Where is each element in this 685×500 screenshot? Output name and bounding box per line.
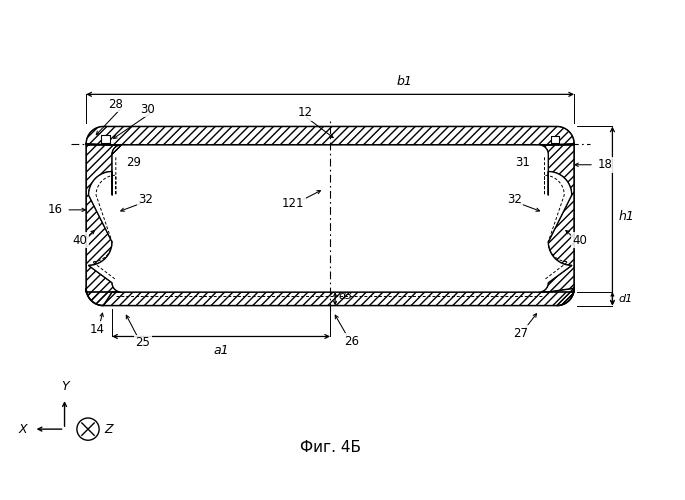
- Text: Фиг. 4Б: Фиг. 4Б: [299, 440, 360, 455]
- Text: 121: 121: [282, 196, 304, 209]
- Text: 14: 14: [90, 322, 105, 336]
- Polygon shape: [86, 288, 574, 306]
- Text: 32: 32: [138, 194, 153, 206]
- Text: Z: Z: [104, 422, 113, 436]
- Text: 27: 27: [513, 327, 528, 340]
- Text: h1: h1: [619, 210, 634, 222]
- Text: 25: 25: [136, 336, 151, 349]
- Polygon shape: [88, 145, 572, 292]
- Text: 16: 16: [48, 204, 63, 216]
- Text: 31: 31: [515, 156, 530, 169]
- Text: X: X: [19, 422, 27, 436]
- Text: 12: 12: [298, 106, 313, 120]
- Polygon shape: [539, 144, 574, 306]
- Polygon shape: [86, 126, 574, 145]
- Text: 30: 30: [140, 102, 155, 116]
- Text: 40: 40: [573, 234, 588, 246]
- Text: Y: Y: [61, 380, 68, 394]
- Text: d3: d3: [338, 292, 352, 302]
- Polygon shape: [86, 144, 121, 306]
- Text: b1: b1: [397, 75, 412, 88]
- Polygon shape: [101, 135, 110, 142]
- Text: 32: 32: [507, 194, 522, 206]
- Text: 26: 26: [345, 335, 359, 348]
- Text: 29: 29: [126, 156, 141, 169]
- Text: a1: a1: [213, 344, 229, 357]
- Text: 40: 40: [73, 234, 88, 246]
- Text: d1: d1: [619, 294, 633, 304]
- Text: 28: 28: [108, 98, 123, 110]
- Polygon shape: [551, 136, 560, 142]
- Text: 18: 18: [597, 158, 612, 172]
